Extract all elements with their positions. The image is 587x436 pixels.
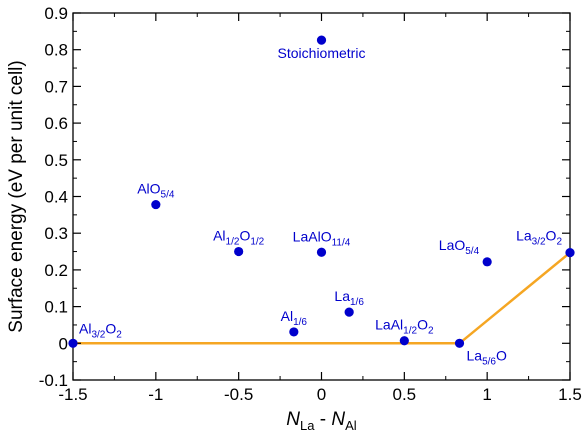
point-label: Al3/2O2 <box>79 320 122 340</box>
point-label: La1/6 <box>334 288 364 308</box>
axis-ticks: -1.5 -1 -0.5 0 0.5 1 1.5 -0.1 0 0.1 0.2 0.3 0.4 0.5 0.… <box>39 4 582 404</box>
data-point <box>234 246 244 257</box>
y-tick-label: 0.3 <box>44 224 68 243</box>
y-tick-label: -0.1 <box>39 371 68 390</box>
x-tick-label: -1 <box>148 385 163 404</box>
x-tick-label: 0.5 <box>393 385 417 404</box>
data-points <box>68 35 575 348</box>
data-point <box>68 338 78 348</box>
y-tick-label: 0.5 <box>44 151 68 170</box>
data-point <box>482 257 492 267</box>
point-label: La3/2O2 <box>516 228 562 248</box>
point-label: AlO5/4 <box>137 181 175 201</box>
x-tick-label: 0 <box>317 385 326 404</box>
y-axis-title: Surface energy (eV per unit cell) <box>6 60 27 332</box>
data-point <box>454 338 465 348</box>
x-tick-label: 1 <box>482 385 491 404</box>
y-tick-label: 0.9 <box>44 4 68 23</box>
y-tick-label: 0.1 <box>44 298 68 317</box>
point-label: LaO5/4 <box>439 237 480 257</box>
y-tick-label: 0.8 <box>44 41 68 60</box>
y-tick-label: 0.6 <box>44 114 68 133</box>
point-label: LaAl1/2O2 <box>375 317 434 337</box>
x-tick-label: -1.5 <box>58 385 87 404</box>
data-point <box>151 199 161 210</box>
x-axis-title: NLa - NAl <box>286 409 356 433</box>
point-label: Al1/6 <box>281 308 308 328</box>
data-point <box>565 248 575 258</box>
data-point <box>289 327 299 337</box>
data-point <box>399 336 409 346</box>
y-tick-label: 0.2 <box>44 261 68 280</box>
data-point <box>316 35 327 45</box>
point-labels: Stoichiometric AlO5/4 Al1/2O1/2 LaAlO11/4 La… <box>79 45 562 367</box>
point-label: Al1/2O1/2 <box>213 228 265 248</box>
x-tick-label: 1.5 <box>558 385 582 404</box>
data-point <box>316 247 327 257</box>
y-tick-label: 0 <box>59 334 68 353</box>
y-tick-label: 0.4 <box>44 188 68 207</box>
data-point <box>344 307 354 317</box>
x-tick-label: -0.5 <box>224 385 253 404</box>
y-tick-label: 0.7 <box>44 77 68 96</box>
point-label: La5/6O <box>467 347 507 367</box>
point-label: LaAlO11/4 <box>293 228 351 248</box>
point-label: Stoichiometric <box>278 45 366 61</box>
